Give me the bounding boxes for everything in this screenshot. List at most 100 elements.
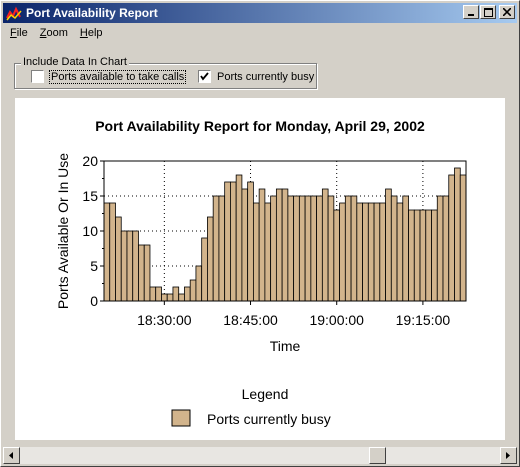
- bar: [413, 209, 421, 302]
- bar: [390, 195, 398, 302]
- ports-available-checkbox-row[interactable]: Ports available to take calls: [31, 69, 187, 84]
- menu-zoom-hotkey: Z: [39, 27, 47, 39]
- bar: [161, 293, 168, 302]
- chart-panel: Port Availability Report for Monday, Apr…: [15, 98, 505, 440]
- bar: [195, 265, 203, 302]
- ports-busy-checkbox-row[interactable]: Ports currently busy: [198, 70, 314, 83]
- bar: [316, 195, 323, 302]
- bar: [178, 293, 185, 302]
- menu-file-rest: ile: [16, 27, 28, 39]
- close-button[interactable]: [499, 5, 515, 19]
- menu-bar: File Zoom Help: [4, 25, 109, 41]
- bar: [207, 216, 214, 302]
- bar: [126, 230, 134, 302]
- minimize-icon: [468, 14, 474, 16]
- menu-help-hotkey: H: [79, 27, 88, 39]
- app-chart-icon: [6, 6, 22, 21]
- bar: [281, 188, 289, 302]
- bar: [109, 202, 116, 302]
- bar: [201, 237, 208, 302]
- ports-busy-checkbox[interactable]: [198, 70, 211, 83]
- bar: [396, 202, 404, 302]
- bar: [264, 202, 272, 302]
- menu-help-rest: elp: [87, 27, 103, 39]
- bar: [247, 181, 254, 302]
- bar: [327, 195, 335, 302]
- bar: [293, 195, 300, 302]
- menu-help[interactable]: Help: [74, 25, 109, 41]
- bar: [356, 202, 363, 302]
- arrow-right-icon: [506, 452, 510, 459]
- bar: [143, 244, 151, 302]
- bar: [149, 286, 157, 302]
- x-tick-label: 19:00:00: [309, 312, 364, 328]
- checkmark-icon: [200, 72, 209, 81]
- bar: [218, 195, 226, 302]
- ports-busy-label: Ports currently busy: [217, 70, 315, 83]
- bar: [367, 202, 375, 302]
- bar: [258, 188, 266, 302]
- title-bar[interactable]: Port Availability Report: [3, 3, 517, 23]
- x-tick-label: 18:45:00: [223, 312, 278, 328]
- horizontal-scrollbar[interactable]: [3, 447, 517, 464]
- ports-available-checkbox[interactable]: [31, 70, 44, 83]
- bar: [333, 209, 340, 302]
- bar: [304, 195, 312, 302]
- bar: [344, 195, 352, 302]
- maximize-button[interactable]: [480, 5, 496, 19]
- scroll-left-button[interactable]: [3, 447, 20, 464]
- bar: [287, 195, 295, 302]
- bar: [339, 202, 346, 302]
- bar: [454, 167, 461, 302]
- include-data-group-label: Include Data In Chart: [21, 56, 129, 68]
- y-tick-label: 5: [90, 258, 98, 274]
- y-tick-label: 0: [90, 293, 98, 309]
- bar: [184, 286, 191, 302]
- bar: [166, 293, 174, 302]
- bar: [132, 230, 139, 302]
- bar: [155, 286, 162, 302]
- bar: [275, 188, 283, 302]
- scroll-thumb[interactable]: [369, 447, 386, 464]
- menu-zoom[interactable]: Zoom: [34, 25, 74, 41]
- bar: [189, 279, 197, 302]
- legend-title: Legend: [242, 386, 289, 402]
- bar: [120, 230, 128, 302]
- bar: [436, 195, 444, 302]
- bar: [321, 188, 329, 302]
- bar: [402, 195, 409, 302]
- bar: [310, 195, 318, 302]
- y-tick-label: 10: [82, 223, 98, 239]
- x-axis-ticks: 18:30:00 18:45:00 19:00:00 19:15:00: [137, 301, 450, 328]
- bar: [103, 202, 111, 302]
- x-axis-label: Time: [270, 338, 301, 354]
- bar: [241, 188, 249, 302]
- minimize-button[interactable]: [463, 5, 479, 19]
- maximize-icon: [483, 7, 493, 17]
- bar: [385, 188, 392, 302]
- menu-file[interactable]: File: [4, 25, 34, 41]
- bar: [230, 181, 237, 302]
- x-tick-label: 18:30:00: [137, 312, 192, 328]
- bar: [298, 195, 306, 302]
- bar: [448, 174, 455, 302]
- bar: [212, 195, 220, 302]
- bar: [224, 181, 231, 302]
- bar: [408, 209, 415, 302]
- legend-series-label: Ports currently busy: [207, 411, 331, 427]
- y-axis-ticks: 0 5 10 15 20: [82, 153, 104, 309]
- scroll-right-button[interactable]: [500, 447, 517, 464]
- chart-title: Port Availability Report for Monday, Apr…: [95, 118, 425, 134]
- menu-file-hotkey: F: [10, 27, 17, 39]
- bar: [419, 209, 427, 302]
- bar: [350, 195, 358, 302]
- chart-bars: [103, 167, 467, 302]
- bar: [459, 174, 467, 302]
- legend-swatch: [171, 409, 191, 427]
- bar: [373, 202, 381, 302]
- bar: [362, 202, 369, 302]
- arrow-left-icon: [9, 452, 13, 459]
- bar: [431, 209, 438, 302]
- bar: [442, 195, 450, 302]
